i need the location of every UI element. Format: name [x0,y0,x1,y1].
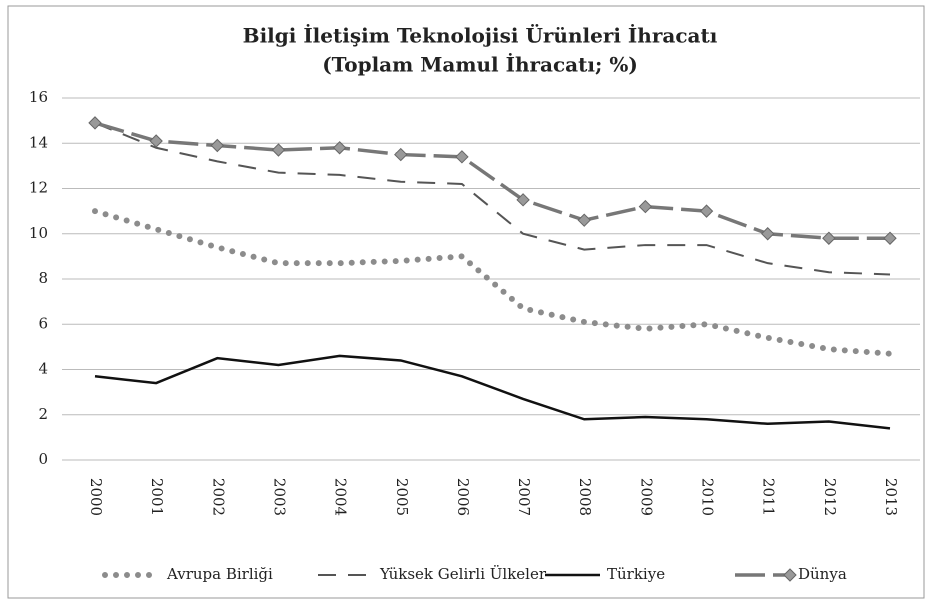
x-tick-label: 2003 [270,478,288,516]
x-tick-label: 2000 [87,478,105,516]
series-line [94,121,891,276]
y-tick-label: 0 [38,450,48,468]
x-tick-label: 2012 [821,478,839,516]
x-tick-label: 2005 [393,478,411,516]
x-tick-label: 2011 [760,478,778,516]
point-marker [394,147,408,162]
y-tick-label: 12 [29,179,48,197]
legend-label: Avrupa Birliği [166,565,273,583]
point-marker [760,227,775,241]
point-marker [332,141,347,155]
x-tick-label: 2013 [882,478,900,516]
legend-label: Türkiye [607,565,665,583]
point-marker [699,204,714,218]
point-marker [516,193,530,207]
point-marker [638,199,653,214]
chart-frame [7,5,925,599]
point-marker [271,143,286,157]
series-line [94,121,890,241]
x-tick-label: 2009 [637,478,655,516]
y-tick-label: 4 [38,360,48,378]
chart-subtitle: (Toplam Mamul İhracatı; %) [322,53,638,77]
chart-title: Bilgi İletişim Teknolojisi Ürünleri İhra… [243,23,718,48]
y-tick-label: 8 [38,269,48,287]
y-tick-label: 2 [38,405,48,423]
y-tick-label: 6 [38,314,48,332]
y-tick-label: 16 [29,88,48,106]
x-tick-label: 2006 [454,478,472,516]
legend-label: Dünya [798,565,847,583]
point-marker [88,116,102,130]
x-tick-label: 2001 [148,478,166,516]
point-marker [455,150,469,164]
point-marker [822,231,836,245]
point-marker [577,213,591,227]
y-tick-label: 10 [29,224,48,242]
legend-marker [783,568,797,582]
point-marker [149,134,163,148]
point-marker [210,138,225,153]
x-tick-label: 2004 [332,478,350,516]
point-marker [883,231,897,245]
x-tick-label: 2010 [699,478,717,516]
y-tick-label: 14 [29,133,48,151]
series-line [92,208,893,357]
series-line [94,354,891,430]
legend-label: Yüksek Gelirli Ülkeler [379,565,547,583]
x-tick-label: 2002 [209,478,227,516]
x-tick-label: 2007 [515,478,533,516]
x-tick-label: 2008 [576,478,594,516]
